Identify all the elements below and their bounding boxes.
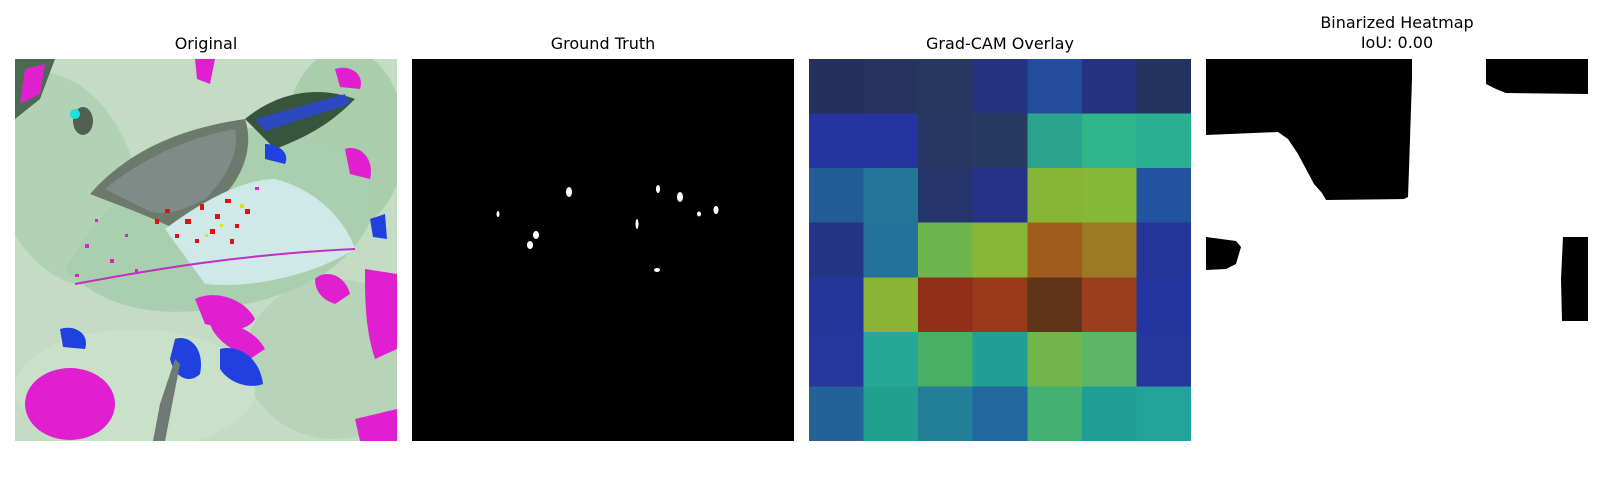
heatmap-cell xyxy=(918,168,974,224)
heatmap-cell xyxy=(1136,59,1191,115)
heatmap-cell xyxy=(918,113,974,169)
heatmap-cell xyxy=(863,113,919,169)
iou-score-text: IoU: 0.00 xyxy=(1360,33,1434,52)
ground-truth-mask-graphic xyxy=(412,59,794,441)
heatmap-cell xyxy=(809,222,865,278)
heatmap-cell xyxy=(1027,222,1083,278)
heatmap-cell xyxy=(1027,386,1083,441)
heatmap-cell xyxy=(918,331,974,387)
heatmap-cell xyxy=(863,59,919,115)
heatmap-cell xyxy=(918,222,974,278)
heatmap-cell xyxy=(918,59,974,115)
heatmap-cell xyxy=(1027,113,1083,169)
heatmap-cell xyxy=(809,168,865,224)
heatmap-cell xyxy=(809,277,865,333)
heatmap-cell xyxy=(1081,113,1137,169)
heatmap-cell xyxy=(863,277,919,333)
heatmap-cell xyxy=(809,59,865,115)
heatmap-cell xyxy=(918,277,974,333)
heatmap-cell xyxy=(972,59,1028,115)
binarized-heatmap-graphic xyxy=(1206,59,1588,441)
heatmap-cell xyxy=(863,331,919,387)
heatmap-cell xyxy=(1081,331,1137,387)
original-title-text: Original xyxy=(174,34,238,53)
heatmap-cell xyxy=(863,386,919,441)
ground-truth-title: Ground Truth xyxy=(412,34,794,54)
heatmap-cell xyxy=(1081,168,1137,224)
heatmap-cell xyxy=(1136,386,1191,441)
binarized-heatmap-title-text: Binarized Heatmap xyxy=(1320,13,1474,32)
heatmap-cell xyxy=(1081,59,1137,115)
original-title: Original xyxy=(15,34,397,54)
heatmap-cell xyxy=(809,386,865,441)
heatmap-cell xyxy=(918,386,974,441)
ground-truth-title-text: Ground Truth xyxy=(550,34,656,53)
heatmap-cell xyxy=(1027,277,1083,333)
heatmap-cell xyxy=(972,331,1028,387)
heatmap-cell xyxy=(972,386,1028,441)
heatmap-cell xyxy=(1136,277,1191,333)
heatmap-cell xyxy=(1081,386,1137,441)
binarized-heatmap-title: Binarized Heatmap IoU: 0.00 xyxy=(1206,13,1588,53)
ground-truth-mask xyxy=(412,59,794,441)
heatmap-cell xyxy=(1027,331,1083,387)
heatmap-cell xyxy=(1027,168,1083,224)
heatmap-cell xyxy=(809,113,865,169)
heatmap-cell xyxy=(1081,277,1137,333)
heatmap-cell xyxy=(972,222,1028,278)
heatmap-cell xyxy=(1081,222,1137,278)
gradcam-heatmap-graphic xyxy=(809,59,1191,441)
original-image xyxy=(15,59,397,441)
heatmap-cell xyxy=(863,168,919,224)
heatmap-cell xyxy=(972,277,1028,333)
heatmap-cell xyxy=(863,222,919,278)
heatmap-cell xyxy=(1027,59,1083,115)
binarized-heatmap xyxy=(1206,59,1588,441)
heatmap-cell xyxy=(972,168,1028,224)
heatmap-cell xyxy=(1136,222,1191,278)
gradcam-overlay-title-text: Grad-CAM Overlay xyxy=(926,34,1074,53)
heatmap-cell xyxy=(1136,113,1191,169)
heatmap-cell xyxy=(1136,168,1191,224)
gradcam-overlay xyxy=(809,59,1191,441)
heatmap-cell xyxy=(809,331,865,387)
original-image-graphic xyxy=(15,59,397,441)
heatmap-cell xyxy=(972,113,1028,169)
heatmap-cell xyxy=(1136,331,1191,387)
gradcam-overlay-title: Grad-CAM Overlay xyxy=(809,34,1191,54)
